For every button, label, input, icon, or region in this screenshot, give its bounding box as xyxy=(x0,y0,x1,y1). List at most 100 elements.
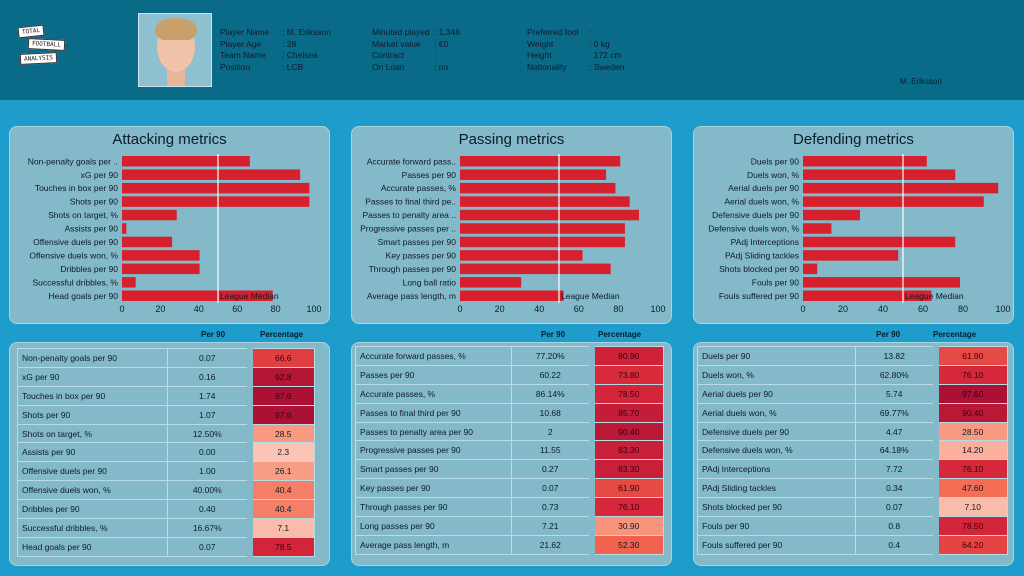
info-row: Preferred foot: xyxy=(527,27,624,39)
info-label: Contract xyxy=(372,50,405,61)
percentile-value: 40.4 xyxy=(246,480,315,501)
bar xyxy=(803,196,984,207)
info-value: : 28 xyxy=(282,38,297,49)
table-row: xG per 90 0.16 92.8 xyxy=(17,366,315,387)
metric-name: Non-penalty goals per 90 xyxy=(17,348,168,368)
category-label: PAdj Sliding tackles xyxy=(725,250,799,260)
bar xyxy=(460,277,522,288)
info-value: : 1,348 xyxy=(434,27,460,37)
info-row: Position: LCB xyxy=(220,62,331,74)
category-label: xG per 90 xyxy=(81,170,119,180)
bar xyxy=(803,236,956,248)
category-label: Duels won, % xyxy=(747,170,799,180)
metric-name: Smart passes per 90 xyxy=(355,459,512,480)
metric-name: Offensive duels won, % xyxy=(17,480,168,501)
table-row: Assists per 90 0.00 2.3 xyxy=(17,442,315,463)
info-row: Team Name: Chelsea xyxy=(220,50,331,62)
category-label: Aerial duels per 90 xyxy=(728,183,799,193)
table-row: Shots on target, % 12.50% 28.5 xyxy=(17,423,315,444)
percentile-value: 80.90 xyxy=(588,346,664,366)
metric-name: Passes per 90 xyxy=(355,364,512,385)
info-label: Player Name xyxy=(220,27,270,37)
table-row: Through passes per 90 0.73 76.10 xyxy=(355,497,664,518)
metric-name: Aerial duels won, % xyxy=(697,402,856,423)
category-label: Shots per 90 xyxy=(70,197,118,207)
metric-name: Defensive duels per 90 xyxy=(697,421,856,442)
metric-name: Assists per 90 xyxy=(17,442,168,463)
percentile-value: 97.60 xyxy=(932,383,1008,404)
table-row: Duels per 90 13.82 61.90 xyxy=(697,346,1008,366)
category-label: Accurate forward pass.. xyxy=(367,156,456,166)
x-tick-label: 20 xyxy=(838,304,848,314)
per90-value: 77.20% xyxy=(511,346,592,366)
per90-value: 0.07 xyxy=(855,497,936,518)
per90-header: Per 90 xyxy=(541,330,566,339)
table-row: Offensive duels per 90 1.00 26.1 xyxy=(17,461,315,482)
table-row: Accurate forward passes, % 77.20% 80.90 xyxy=(355,346,664,366)
table-row: Shots blocked per 90 0.07 7.10 xyxy=(697,497,1008,518)
category-label: Dribbles per 90 xyxy=(60,264,118,274)
per90-value: 86.14% xyxy=(511,383,592,404)
per90-value: 0.27 xyxy=(511,459,592,480)
per90-value: 0.40 xyxy=(167,499,250,520)
per90-value: 0.07 xyxy=(167,348,250,368)
bar xyxy=(122,263,200,275)
percentile-value: 28.50 xyxy=(932,421,1008,442)
metric-name: Defensive duels won, % xyxy=(697,440,856,461)
category-label: Aerial duels won, % xyxy=(724,197,799,207)
player-info-physical: Preferred foot: Weight: 0 kg Height: 172 c… xyxy=(527,27,624,74)
category-label: Defensive duels per 90 xyxy=(712,210,799,220)
x-tick-label: 40 xyxy=(534,304,544,314)
table-row: Aerial duels per 90 5.74 97.60 xyxy=(697,383,1008,404)
per90-value: 0.73 xyxy=(511,497,592,518)
info-row: Weight: 0 kg xyxy=(527,39,624,51)
percentile-value: 26.1 xyxy=(246,461,315,482)
per90-value: 7.21 xyxy=(511,516,592,536)
metric-name: Duels per 90 xyxy=(697,346,856,366)
per90-value: 16.67% xyxy=(167,518,250,538)
info-label: On Loan xyxy=(372,62,405,73)
bar xyxy=(122,196,310,207)
x-tick-label: 0 xyxy=(457,304,462,314)
metric-name: Accurate forward passes, % xyxy=(355,346,512,366)
logo-word: FOOTBALL xyxy=(27,38,66,51)
bar xyxy=(460,182,616,194)
table-row: Progressive passes per 90 11.55 83.30 xyxy=(355,440,664,461)
percentile-value: 40.4 xyxy=(246,499,315,520)
chart-title: Attacking metrics xyxy=(112,131,227,148)
bar xyxy=(460,290,564,301)
category-label: Offensive duels won, % xyxy=(29,250,118,260)
per90-value: 21.62 xyxy=(511,534,592,555)
median-label: League Median xyxy=(905,291,964,301)
player-photo xyxy=(138,13,212,87)
table-row: Head goals per 90 0.07 78.5 xyxy=(17,536,315,557)
category-label: Head goals per 90 xyxy=(49,291,119,301)
percentile-value: 2.3 xyxy=(246,442,315,463)
table-row: Touches in box per 90 1.74 97.6 xyxy=(17,385,315,406)
percentile-value: 85.70 xyxy=(588,402,664,423)
percentile-value: 97.6 xyxy=(246,404,315,425)
percentile-value: 61.90 xyxy=(932,346,1008,366)
info-value: : M. Eriksson xyxy=(282,27,332,37)
category-label: Passes to final third pe.. xyxy=(365,197,456,207)
logo: TOTAL FOOTBALL ANALYSIS xyxy=(16,24,66,66)
category-label: Smart passes per 90 xyxy=(378,237,457,247)
bar xyxy=(122,223,127,234)
per90-header: Per 90 xyxy=(201,330,226,339)
per90-value: 62.80% xyxy=(855,364,936,385)
passing-table: Accurate forward passes, % 77.20% 80.90 Pas… xyxy=(355,346,664,555)
info-row: Nationality: Sweden xyxy=(527,62,624,74)
category-label: Fouls per 90 xyxy=(752,277,800,287)
percentile-value: 78.5 xyxy=(246,536,315,557)
per90-value: 0.16 xyxy=(167,366,250,387)
passing-bar-chart: Accurate forward pass.. Passes per 90 Accu… xyxy=(360,154,666,314)
per90-value: 2 xyxy=(511,421,592,442)
x-tick-label: 40 xyxy=(878,304,888,314)
bar xyxy=(460,250,583,261)
bar xyxy=(803,156,927,167)
metric-name: Offensive duels per 90 xyxy=(17,461,168,482)
category-label: Progressive passes per .. xyxy=(360,224,456,234)
info-value: : 172 cm xyxy=(589,50,622,61)
per90-value: 69.77% xyxy=(855,402,936,423)
percentile-value: 64.20 xyxy=(932,534,1008,555)
